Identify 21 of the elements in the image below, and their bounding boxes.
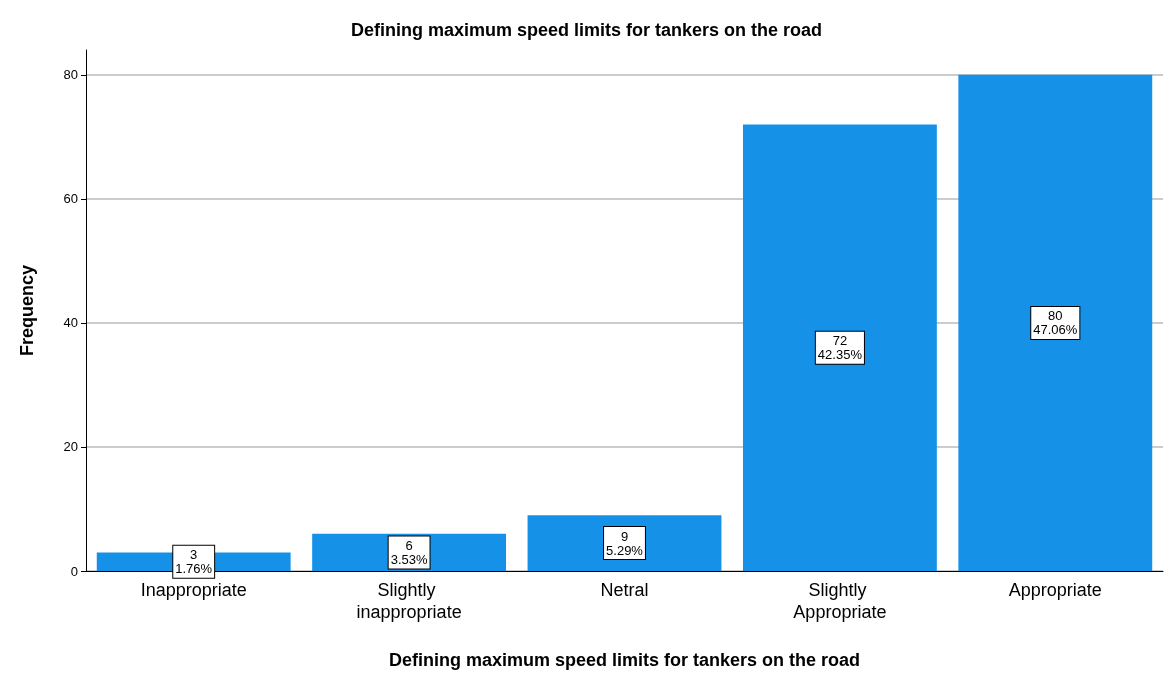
x-tick-label: Netral <box>600 580 649 600</box>
chart-title: Defining maximum speed limits for tankers on the road <box>350 20 823 40</box>
x-tick-label: Slightly inappropriate <box>356 580 462 622</box>
y-tick-label: 80 <box>63 67 78 83</box>
data-label: 72 42.35% <box>817 333 863 363</box>
data-label: 9 5.29% <box>606 528 644 558</box>
y-tick-label: 0 <box>70 563 78 579</box>
x-tick-label: Slightly Appropriate <box>793 580 887 622</box>
bar <box>742 124 937 571</box>
x-tick-label: Appropriate <box>1008 580 1102 600</box>
y-tick-label: 20 <box>63 439 78 455</box>
data-label: 80 47.06% <box>1033 308 1078 338</box>
data-label: 3 1.76% <box>175 547 213 577</box>
y-axis-title: Frequency <box>17 264 37 357</box>
bar <box>527 515 722 571</box>
x-axis-title: Defining maximum speed limits for tankers on the road <box>388 650 861 670</box>
y-tick-label: 60 <box>63 191 78 207</box>
x-tick-label: Inappropriate <box>140 580 247 600</box>
y-tick-label: 40 <box>63 315 78 331</box>
data-label: 6 3.53% <box>390 537 428 567</box>
bar <box>958 74 1153 571</box>
